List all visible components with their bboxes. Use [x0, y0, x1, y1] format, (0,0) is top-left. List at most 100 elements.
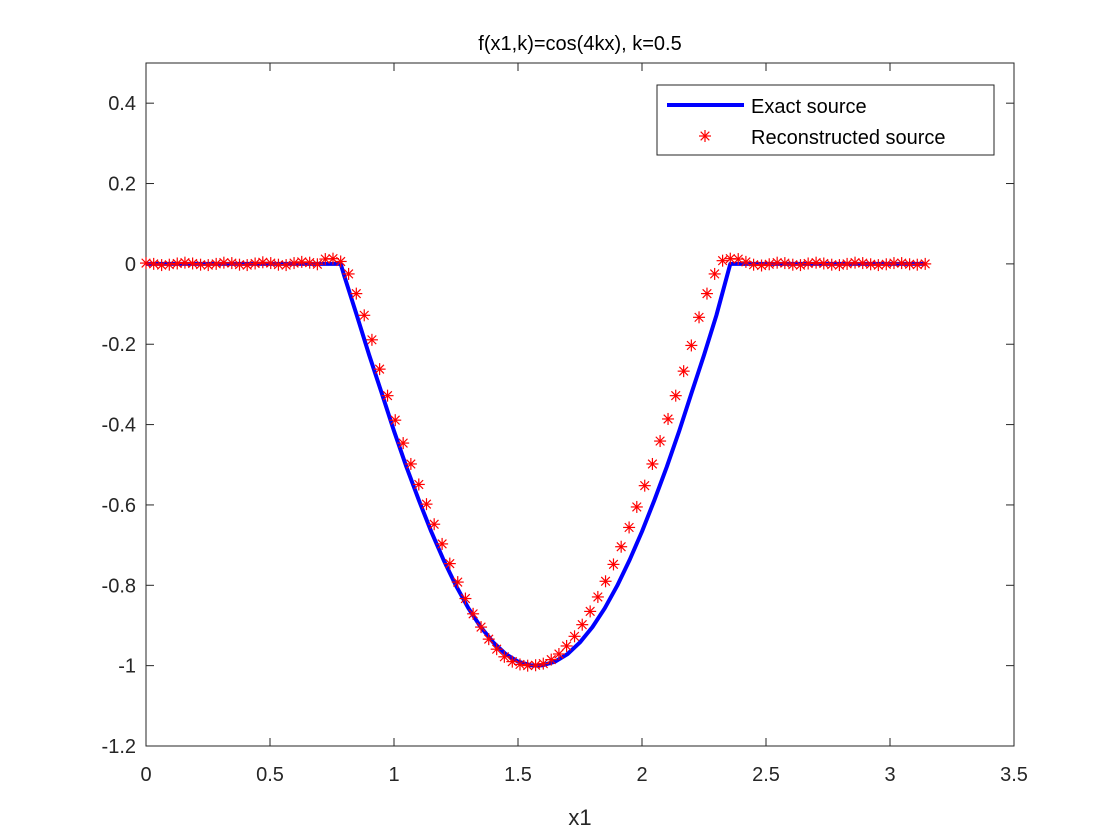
reconstructed-point: [537, 657, 550, 670]
x-tick-label: 2.5: [752, 764, 780, 786]
y-tick-label: 0.2: [108, 174, 136, 196]
reconstructed-point: [498, 650, 511, 663]
reconstructed-point: [747, 258, 760, 271]
y-tick-label: 0: [125, 254, 136, 276]
reconstructed-point: [794, 259, 807, 272]
y-tick-label: -0.6: [102, 495, 136, 517]
reconstructed-point: [856, 257, 869, 270]
reconstructed-point: [171, 257, 184, 270]
reconstructed-point: [334, 255, 347, 268]
x-tick-label: 1: [388, 764, 399, 786]
legend-label-reconstructed: Reconstructed source: [751, 127, 946, 149]
reconstructed-point: [880, 258, 893, 271]
reconstructed-point: [288, 257, 301, 270]
reconstructed-point: [490, 643, 503, 656]
reconstructed-point: [872, 259, 885, 272]
axes-box: [145, 62, 1015, 747]
chart-title: f(x1,k)=cos(4kx), k=0.5: [478, 33, 681, 55]
y-tick-label: 0.4: [108, 93, 136, 115]
reconstructed-point: [919, 257, 932, 270]
x-tick-label: 2: [636, 764, 647, 786]
reconstructed-point: [256, 256, 269, 269]
reconstructed-point: [475, 621, 488, 634]
reconstructed-point: [365, 333, 378, 346]
reconstructed-point: [646, 457, 659, 470]
reconstructed-point: [568, 630, 581, 643]
x-axis-label: x1: [568, 805, 591, 830]
legend-label-exact: Exact source: [751, 96, 867, 118]
x-tick-label: 0.5: [256, 764, 284, 786]
reconstructed-point: [358, 309, 371, 322]
reconstructed-point: [654, 435, 667, 448]
reconstructed-point: [693, 311, 706, 324]
reconstructed-point: [864, 258, 877, 271]
reconstructed-point: [677, 365, 690, 378]
reconstructed-point: [210, 257, 223, 270]
reconstructed-point: [732, 253, 745, 266]
reconstructed-point: [506, 655, 519, 668]
reconstructed-point: [599, 575, 612, 588]
reconstructed-point: [280, 259, 293, 272]
reconstructed-point: [350, 287, 363, 300]
y-tick-label: -0.4: [102, 415, 136, 437]
reconstructed-point: [584, 605, 597, 618]
reconstructed-point: [140, 257, 152, 270]
reconstructed-point: [607, 558, 620, 571]
reconstructed-point: [662, 412, 675, 425]
reconstructed-point: [708, 267, 721, 280]
legend-box: [656, 84, 995, 156]
reconstructed-point: [833, 259, 846, 272]
reconstructed-point: [178, 256, 191, 269]
reconstructed-point: [700, 287, 713, 300]
reconstructed-point: [810, 256, 823, 269]
reconstructed-point: [389, 414, 402, 427]
reconstructed-point: [404, 457, 417, 470]
legend: Exact source Reconstructed source: [656, 84, 995, 156]
y-tick-label: -1: [118, 656, 136, 678]
x-tick-labels: 0 0.5 1 1.5 2 2.5 3 3.5: [140, 764, 1027, 786]
reconstructed-point: [763, 258, 776, 271]
y-tick-labels: -1.2 -1 -0.8 -0.6 -0.4 -0.2 0 0.2 0.4: [102, 93, 136, 758]
reconstructed-point: [342, 267, 355, 280]
reconstructed-point: [560, 639, 573, 652]
reconstructed-point: [381, 389, 394, 402]
reconstructed-point: [241, 259, 254, 272]
reconstructed-point: [163, 258, 176, 271]
reconstructed-point: [903, 258, 916, 271]
series-layer: [140, 252, 932, 672]
reconstructed-point: [311, 258, 324, 271]
reconstructed-point: [716, 254, 729, 267]
reconstructed-point: [552, 647, 565, 660]
reconstructed-point: [319, 253, 332, 266]
reconstructed-point: [482, 633, 495, 646]
x-tick-label: 3: [884, 764, 895, 786]
reconstructed-point: [513, 658, 526, 671]
reconstructed-point: [669, 389, 682, 402]
reconstructed-point: [443, 557, 456, 570]
reconstructed-point: [202, 259, 215, 272]
reconstructed-point: [420, 498, 433, 511]
reconstructed-point: [638, 479, 651, 492]
reconstructed-point: [802, 257, 815, 270]
reconstructed-point: [373, 363, 386, 376]
reconstructed-point: [436, 537, 449, 550]
reconstructed-point: [755, 259, 768, 272]
reconstructed-point: [895, 257, 908, 270]
reconstructed-point: [778, 257, 791, 270]
reconstructed-point: [591, 590, 604, 603]
reconstructed-point: [841, 257, 854, 270]
reconstructed-point: [295, 255, 308, 268]
reconstructed-point: [887, 257, 900, 270]
reconstructed-point: [303, 256, 316, 269]
x-tick-label: 0: [140, 764, 151, 786]
legend-swatch-reconstructed: [699, 130, 711, 142]
reconstructed-point: [911, 258, 924, 271]
reconstructed-point: [467, 607, 480, 620]
reconstructed-point: [428, 518, 441, 531]
reconstructed-point: [412, 478, 425, 491]
reconstructed-point: [459, 592, 472, 605]
reconstructed-point: [186, 257, 199, 270]
reconstructed-point: [630, 500, 643, 513]
reconstructed-point: [817, 257, 830, 270]
